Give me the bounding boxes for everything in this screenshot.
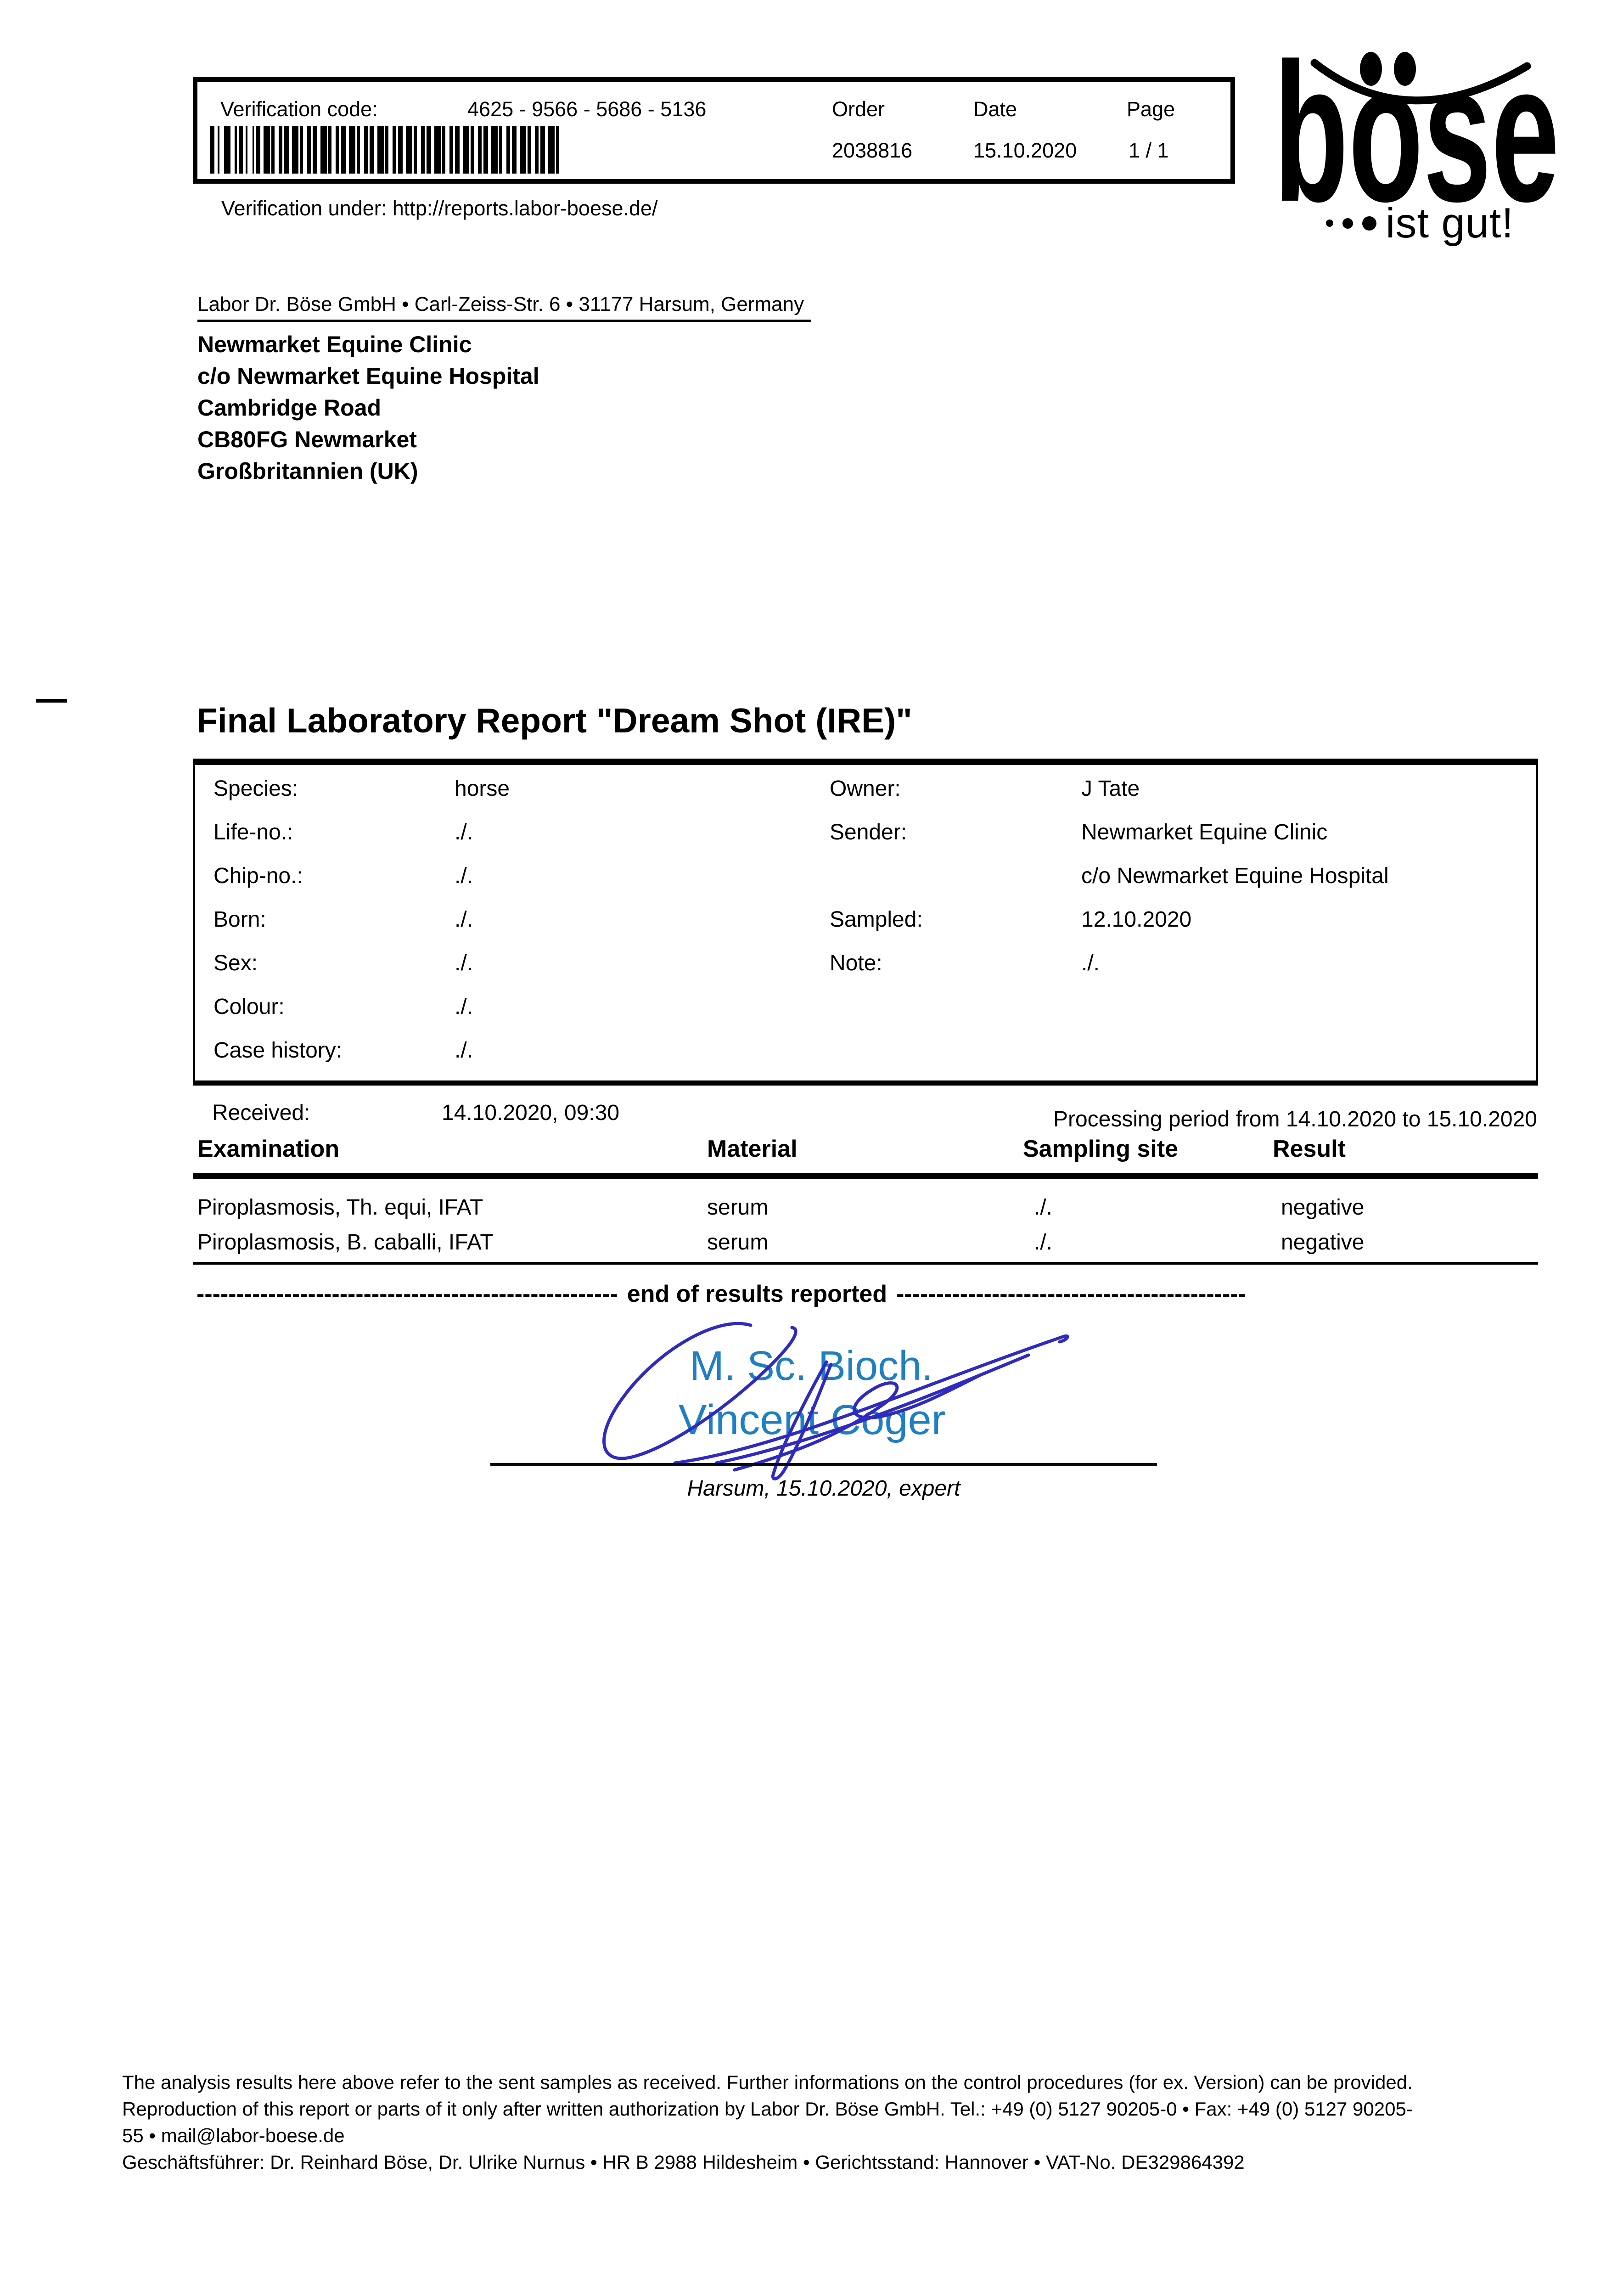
end-dashes-right: ----------------------------------------… (896, 1281, 1247, 1307)
footer-line: Geschäftsführer: Dr. Reinhard Böse, Dr. … (122, 2151, 1245, 2173)
report-title: Final Laboratory Report "Dream Shot (IRE… (197, 701, 912, 740)
col-header-examination: Examination (197, 1136, 340, 1162)
end-of-results-text: end of results reported (627, 1281, 887, 1307)
footer-disclaimer: The analysis results here above refer to… (122, 2069, 1527, 2176)
chip-no-label: Chip-no.: (213, 864, 303, 888)
sex-label: Sex: (213, 951, 258, 975)
footer-line: 55 • mail@labor-boese.de (122, 2125, 345, 2146)
processing-period: Processing period from 14.10.2020 to 15.… (1053, 1107, 1537, 1131)
examination-cell: Piroplasmosis, Th. equi, IFAT (197, 1195, 483, 1220)
barcode-icon (210, 126, 565, 174)
material-cell: serum (707, 1230, 769, 1255)
recipient-line: Newmarket Equine Clinic (197, 332, 472, 357)
colour-label: Colour: (213, 995, 285, 1019)
examination-cell: Piroplasmosis, B. caballi, IFAT (197, 1230, 494, 1255)
umlaut-dot-left (1360, 52, 1382, 86)
recipient-line: Großbritannien (UK) (197, 458, 418, 484)
colour-value: ./. (455, 995, 473, 1019)
table-rule-top (193, 1173, 1538, 1179)
table-rule-bottom (193, 1262, 1538, 1265)
handwritten-signature-ink (602, 1322, 1069, 1480)
col-header-result: Result (1273, 1136, 1346, 1162)
tagline-dot-medium-icon (1342, 218, 1353, 229)
sex-value: ./. (455, 951, 473, 975)
sampling-site-cell: ./. (1034, 1230, 1053, 1255)
col-header-sampling-site: Sampling site (1023, 1136, 1179, 1162)
recipient-line: CB80FG Newmarket (197, 427, 417, 452)
col-header-material: Material (707, 1136, 797, 1162)
bose-logo: böse (1274, 42, 1559, 226)
date-value: 15.10.2020 (973, 139, 1077, 162)
sampled-value: 12.10.2020 (1081, 907, 1192, 932)
signature-degree-text: M. Sc. Bioch. (690, 1343, 933, 1389)
signature-caption: Harsum, 15.10.2020, expert (687, 1476, 960, 1501)
patient-info-box: Species: horse Life-no.: ./. Chip-no.: .… (193, 759, 1538, 1086)
tagline-dot-large-icon (1362, 216, 1376, 231)
sender-value-line1: Newmarket Equine Clinic (1081, 820, 1328, 844)
patient-info-right: Owner: J Tate Sender: Newmarket Equine C… (830, 776, 1389, 994)
tagline-text: ist gut! (1386, 199, 1514, 247)
note-value: ./. (1081, 951, 1100, 975)
case-history-label: Case history: (213, 1038, 343, 1063)
result-cell: negative (1281, 1230, 1365, 1255)
recipient-line: Cambridge Road (197, 395, 382, 421)
life-no-label: Life-no.: (213, 820, 293, 844)
recipient-line: c/o Newmarket Equine Hospital (197, 363, 539, 389)
page-value: 1 / 1 (1129, 139, 1169, 162)
lab-sender-address-line: Labor Dr. Böse GmbH • Carl-Zeiss-Str. 6 … (197, 293, 812, 322)
order-label: Order (832, 97, 885, 121)
footer-line: The analysis results here above refer to… (122, 2071, 1413, 2093)
owner-label: Owner: (830, 777, 901, 801)
note-label: Note: (830, 951, 882, 975)
material-cell: serum (707, 1195, 769, 1220)
sender-label: Sender: (830, 820, 907, 844)
logo-smile-icon (1310, 59, 1531, 105)
species-value: horse (455, 777, 510, 801)
recipient-address-block: Newmarket Equine Clinic c/o Newmarket Eq… (197, 329, 539, 487)
fold-mark (36, 699, 67, 703)
species-label: Species: (213, 777, 298, 801)
case-history-value: ./. (455, 1038, 473, 1063)
signature-rule (490, 1463, 1157, 1466)
umlaut-dot-right (1394, 52, 1416, 86)
verification-code-value: 4625 - 9566 - 5686 - 5136 (467, 97, 707, 121)
chip-no-value: ./. (455, 864, 473, 888)
patient-info-left: Species: horse Life-no.: ./. Chip-no.: .… (213, 776, 510, 1081)
verification-box: Verification code: 4625 - 9566 - 5686 - … (193, 77, 1235, 184)
born-value: ./. (455, 907, 473, 932)
date-label: Date (973, 97, 1017, 121)
sampled-label: Sampled: (830, 907, 923, 932)
order-value: 2038816 (832, 139, 913, 162)
tagline-dot-small-icon (1326, 219, 1333, 227)
sender-value-line2: c/o Newmarket Equine Hospital (1081, 864, 1389, 888)
result-cell: negative (1281, 1195, 1365, 1220)
born-label: Born: (213, 907, 266, 932)
page-label: Page (1127, 97, 1175, 121)
verification-code-label: Verification code: (220, 97, 378, 121)
sampling-site-cell: ./. (1034, 1195, 1053, 1220)
signature-name-text: Vincent Coger (679, 1396, 946, 1443)
end-dashes-left: ----------------------------------------… (197, 1281, 618, 1307)
received-value: 14.10.2020, 09:30 (442, 1101, 620, 1125)
life-no-value: ./. (455, 820, 473, 844)
owner-value: J Tate (1081, 777, 1140, 801)
footer-line: Reproduction of this report or parts of … (122, 2098, 1413, 2120)
logo-tagline: ist gut! (1326, 200, 1514, 247)
verification-url-line: Verification under: http://reports.labor… (221, 197, 658, 220)
end-of-results-line: ----------------------------------------… (197, 1280, 1246, 1308)
received-label: Received: (212, 1101, 310, 1125)
